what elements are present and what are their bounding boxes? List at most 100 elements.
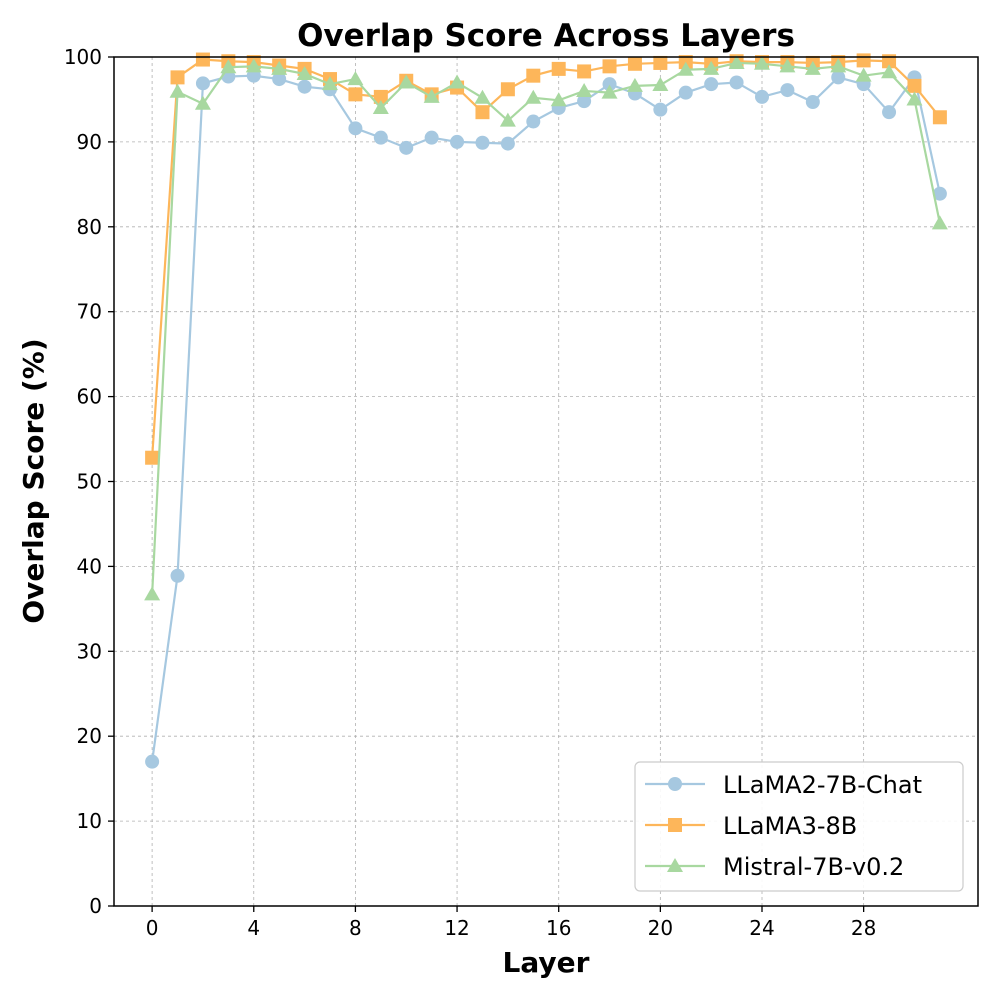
legend-item-mistral-7b-v0-2: Mistral-7B-v0.2 [645, 853, 904, 881]
data-point-mistral-7b-v0-2 [220, 59, 237, 74]
data-point-llama3-8b [500, 82, 515, 97]
y-tick-label: 90 [77, 130, 102, 154]
x-tick-label: 0 [146, 916, 159, 940]
data-point-llama3-8b [577, 64, 592, 79]
legend-item-llama3-8b: LLaMA3-8B [645, 812, 857, 840]
x-axis-label: Layer [503, 946, 590, 979]
legend: LLaMA2-7B-Chat LLaMA3-8B Mistral-7B-v0.2 [634, 761, 964, 892]
x-tick-label: 16 [546, 916, 571, 940]
data-point-llama2-7b-chat [831, 70, 846, 85]
data-point-llama3-8b [195, 52, 210, 67]
x-tick-label: 12 [444, 916, 469, 940]
y-axis-label: Overlap Score (%) [17, 338, 50, 623]
data-point-llama2-7b-chat [170, 568, 185, 583]
data-point-mistral-7b-v0-2 [703, 60, 720, 75]
y-tick-label: 60 [77, 385, 102, 409]
data-point-mistral-7b-v0-2 [194, 95, 211, 110]
data-point-llama3-8b [551, 61, 566, 76]
data-point-mistral-7b-v0-2 [449, 74, 466, 89]
series-lines [144, 52, 948, 769]
series-line-llama3-8b [151, 58, 941, 458]
data-point-llama3-8b [170, 70, 185, 85]
data-point-mistral-7b-v0-2 [423, 88, 440, 103]
data-point-llama2-7b-chat [729, 75, 744, 90]
data-point-mistral-7b-v0-2 [322, 76, 338, 91]
x-tick-label: 24 [749, 916, 774, 940]
y-tick-label: 10 [77, 809, 102, 833]
y-tick-label: 20 [77, 724, 102, 748]
data-point-mistral-7b-v0-2 [474, 89, 491, 104]
x-tick-label: 4 [247, 916, 260, 940]
data-point-llama2-7b-chat [932, 186, 947, 201]
data-point-llama2-7b-chat [678, 85, 693, 100]
data-point-llama2-7b-chat [424, 130, 439, 145]
data-point-mistral-7b-v0-2 [906, 91, 923, 106]
legend-box [634, 761, 964, 892]
legend-item-llama2-7b-chat: LLaMA2-7B-Chat [645, 771, 922, 799]
data-point-mistral-7b-v0-2 [728, 54, 745, 69]
data-point-mistral-7b-v0-2 [626, 77, 643, 92]
data-point-mistral-7b-v0-2 [296, 65, 313, 80]
data-point-mistral-7b-v0-2 [398, 74, 415, 89]
data-point-mistral-7b-v0-2 [779, 58, 796, 73]
data-point-llama3-8b [373, 89, 388, 104]
data-point-mistral-7b-v0-2 [931, 215, 948, 230]
legend-swatch-marker [667, 858, 683, 872]
y-tick-label: 0 [89, 894, 102, 918]
series-llama2-7b-chat [145, 68, 947, 769]
data-point-llama3-8b [348, 87, 363, 102]
series-line-llama2-7b-chat [151, 74, 941, 762]
data-point-mistral-7b-v0-2 [754, 55, 770, 70]
data-point-llama2-7b-chat [272, 72, 287, 87]
data-point-llama2-7b-chat [577, 94, 592, 109]
data-point-llama3-8b [602, 59, 617, 74]
data-point-llama3-8b [475, 105, 490, 120]
data-point-llama3-8b [627, 56, 642, 71]
y-tick-label: 30 [77, 639, 102, 663]
data-point-llama3-8b [145, 450, 160, 465]
data-point-mistral-7b-v0-2 [830, 58, 847, 73]
data-point-mistral-7b-v0-2 [576, 82, 593, 97]
data-point-mistral-7b-v0-2 [499, 112, 516, 127]
y-tick-label: 50 [77, 470, 102, 494]
data-point-llama3-8b [856, 53, 871, 68]
data-point-llama2-7b-chat [450, 134, 465, 149]
legend-swatch-marker [668, 818, 682, 832]
y-tick-label: 100 [64, 45, 102, 69]
data-point-mistral-7b-v0-2 [881, 64, 898, 79]
axis-ticks: 0 10 20 30 40 50 60 70 80 90 100 0 4 8 12 16 20 24 28 [64, 45, 877, 940]
data-point-llama3-8b [653, 55, 668, 70]
y-tick-label: 70 [77, 300, 102, 324]
data-point-mistral-7b-v0-2 [550, 92, 567, 107]
data-point-llama2-7b-chat [602, 77, 617, 92]
x-tick-label: 28 [851, 916, 876, 940]
chart-title: Overlap Score Across Layers [297, 18, 795, 54]
data-point-mistral-7b-v0-2 [347, 71, 364, 86]
data-point-llama3-8b [907, 78, 922, 93]
data-point-llama2-7b-chat [526, 114, 541, 129]
data-point-llama3-8b [932, 110, 947, 125]
legend-label: LLaMA2-7B-Chat [723, 771, 922, 799]
data-point-llama2-7b-chat [755, 89, 769, 104]
x-tick-label: 20 [648, 916, 673, 940]
data-point-llama2-7b-chat [145, 754, 160, 769]
data-point-llama2-7b-chat [882, 105, 897, 120]
data-point-mistral-7b-v0-2 [245, 58, 262, 73]
data-point-llama2-7b-chat [297, 79, 312, 94]
data-point-llama2-7b-chat [348, 121, 363, 136]
data-point-llama2-7b-chat [780, 83, 795, 98]
data-point-llama2-7b-chat [373, 130, 388, 145]
data-point-mistral-7b-v0-2 [271, 60, 288, 75]
legend-label: LLaMA3-8B [723, 812, 857, 840]
data-point-mistral-7b-v0-2 [601, 84, 618, 99]
data-point-llama3-8b [526, 68, 541, 83]
data-point-mistral-7b-v0-2 [855, 67, 872, 82]
data-point-mistral-7b-v0-2 [525, 89, 542, 104]
data-point-llama2-7b-chat [653, 102, 668, 117]
y-tick-label: 80 [77, 215, 102, 239]
series-mistral-7b-v0-2 [144, 54, 948, 601]
data-point-mistral-7b-v0-2 [804, 60, 821, 75]
data-point-mistral-7b-v0-2 [677, 61, 694, 76]
data-point-mistral-7b-v0-2 [372, 99, 389, 114]
